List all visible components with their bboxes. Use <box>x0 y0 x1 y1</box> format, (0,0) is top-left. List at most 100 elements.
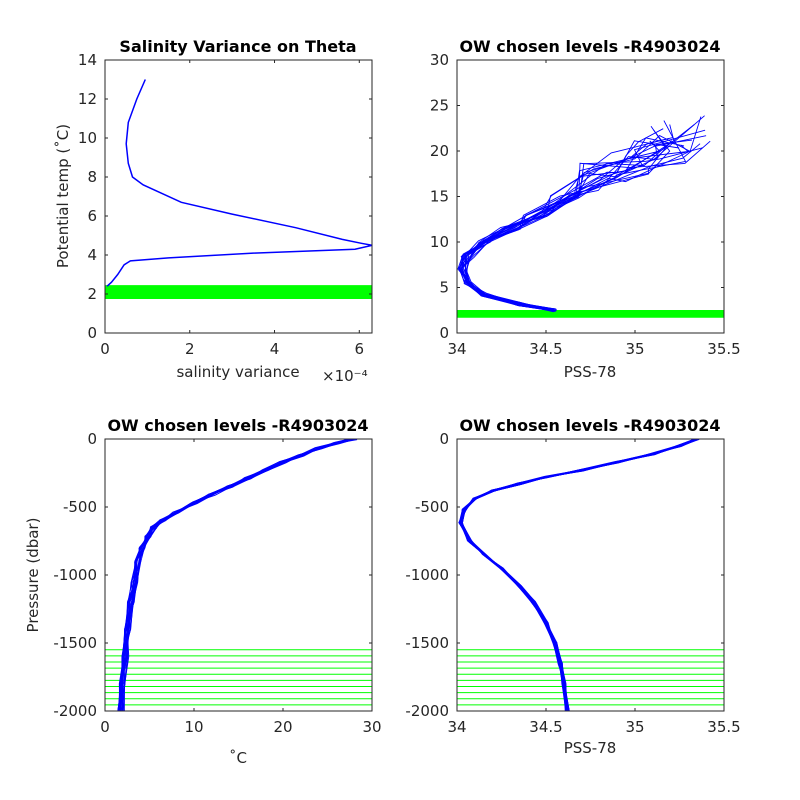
x-tick-label: 35 <box>625 340 644 358</box>
panel-temp-pressure: OW chosen levels -R4903024 Pressure (dba… <box>24 416 382 767</box>
y-tick-label: -500 <box>63 498 97 516</box>
profile-line <box>461 439 696 711</box>
profile-line <box>460 439 696 711</box>
axes-box <box>456 59 725 334</box>
profile-line <box>461 439 698 711</box>
y-tick-label: 0 <box>439 430 449 448</box>
panel-salinity-theta: OW chosen levels -R4903024 PSS-78 34 34.5… <box>430 37 741 381</box>
profile-line <box>460 439 696 711</box>
profile-line <box>458 140 661 310</box>
axes-box <box>456 438 725 712</box>
y-tick-label: 10 <box>78 129 97 147</box>
x-axis-label: PSS-78 <box>564 363 617 381</box>
y-tick-label: 15 <box>430 188 449 206</box>
y-tick-label: -1000 <box>405 566 449 584</box>
x-tick-label: 30 <box>362 718 381 736</box>
panel-title: Salinity Variance on Theta <box>119 37 356 56</box>
x-axis-label: salinity variance <box>176 363 299 381</box>
profile-line <box>461 120 687 310</box>
profile-line <box>464 124 675 312</box>
profile-line <box>118 439 354 711</box>
x-tick-label: 34.5 <box>529 718 562 736</box>
profile-line <box>458 439 696 711</box>
profile-line <box>117 439 357 711</box>
profile-line <box>120 439 357 711</box>
y-tick-label: 0 <box>439 324 449 342</box>
profile-line <box>106 79 372 287</box>
plot-area <box>457 439 724 711</box>
y-tick-label: -1500 <box>405 634 449 652</box>
y-tick-label: 30 <box>430 51 449 69</box>
y-tick-label: 20 <box>430 142 449 160</box>
panel-salinity-variance: Salinity Variance on Theta Potential tem… <box>54 37 373 385</box>
x-tick-label: 0 <box>100 340 110 358</box>
profile-line <box>458 439 700 711</box>
y-tick-label: 6 <box>87 207 97 225</box>
panel-title: OW chosen levels -R4903024 <box>107 416 368 435</box>
profile-line <box>461 439 697 711</box>
profile-line <box>121 439 353 711</box>
x-tick-label: 34 <box>447 340 466 358</box>
profile-line <box>118 439 353 711</box>
profile-line <box>458 135 707 312</box>
profile-line <box>460 439 696 711</box>
profile-line <box>119 439 352 711</box>
profile-line <box>119 439 351 711</box>
profile-line <box>121 439 358 711</box>
profile-line <box>461 147 703 310</box>
y-tick-label: 4 <box>87 246 97 264</box>
y-tick-label: 5 <box>439 279 449 297</box>
profile-line <box>459 439 697 711</box>
profile-line <box>460 439 699 711</box>
x-tick-label: 6 <box>355 340 365 358</box>
y-tick-label: 14 <box>78 51 97 69</box>
panel-title: OW chosen levels -R4903024 <box>459 37 720 56</box>
plot-area <box>105 439 372 711</box>
plot-area <box>105 79 372 299</box>
profile-line <box>458 439 699 711</box>
y-tick-label: -2000 <box>405 702 449 720</box>
profile-line <box>464 137 685 313</box>
profile-line <box>459 439 696 711</box>
profile-line <box>117 439 354 711</box>
profile-line <box>119 439 352 711</box>
profile-line <box>118 439 354 711</box>
profile-line <box>121 439 354 711</box>
profile-line <box>118 439 354 711</box>
axes-box <box>104 59 373 334</box>
y-tick-label: 0 <box>87 430 97 448</box>
profile-line <box>461 439 699 711</box>
profile-line <box>119 439 352 711</box>
y-tick-label: -2000 <box>53 702 97 720</box>
profile-line <box>460 439 697 711</box>
x-tick-label: 10 <box>184 718 203 736</box>
profile-line <box>117 439 355 711</box>
profile-line <box>460 439 700 711</box>
profile-line <box>458 439 700 711</box>
profile-line <box>464 143 701 310</box>
profile-line <box>460 439 696 711</box>
x-axis-label: PSS-78 <box>564 739 617 757</box>
y-axis-label: Pressure (dbar) <box>24 518 42 633</box>
profile-line <box>459 144 690 311</box>
y-tick-label: -500 <box>415 498 449 516</box>
profile-line <box>461 116 702 312</box>
profile-line <box>122 439 352 711</box>
panel-salinity-pressure: OW chosen levels -R4903024 PSS-78 34 34.5… <box>405 416 740 757</box>
panel-title: OW chosen levels -R4903024 <box>459 416 720 435</box>
plot-area <box>457 115 724 318</box>
x-tick-label: 4 <box>270 340 280 358</box>
profile-line <box>458 129 706 311</box>
profile-line <box>460 439 698 711</box>
profile-line <box>461 439 700 711</box>
profile-line <box>463 135 692 312</box>
y-tick-label: 12 <box>78 90 97 108</box>
profile-line <box>461 439 699 711</box>
y-tick-label: 8 <box>87 168 97 186</box>
x-tick-label: 34.5 <box>529 340 562 358</box>
x-tick-label: 2 <box>185 340 195 358</box>
y-tick-label: 25 <box>430 97 449 115</box>
profile-line <box>118 439 352 711</box>
